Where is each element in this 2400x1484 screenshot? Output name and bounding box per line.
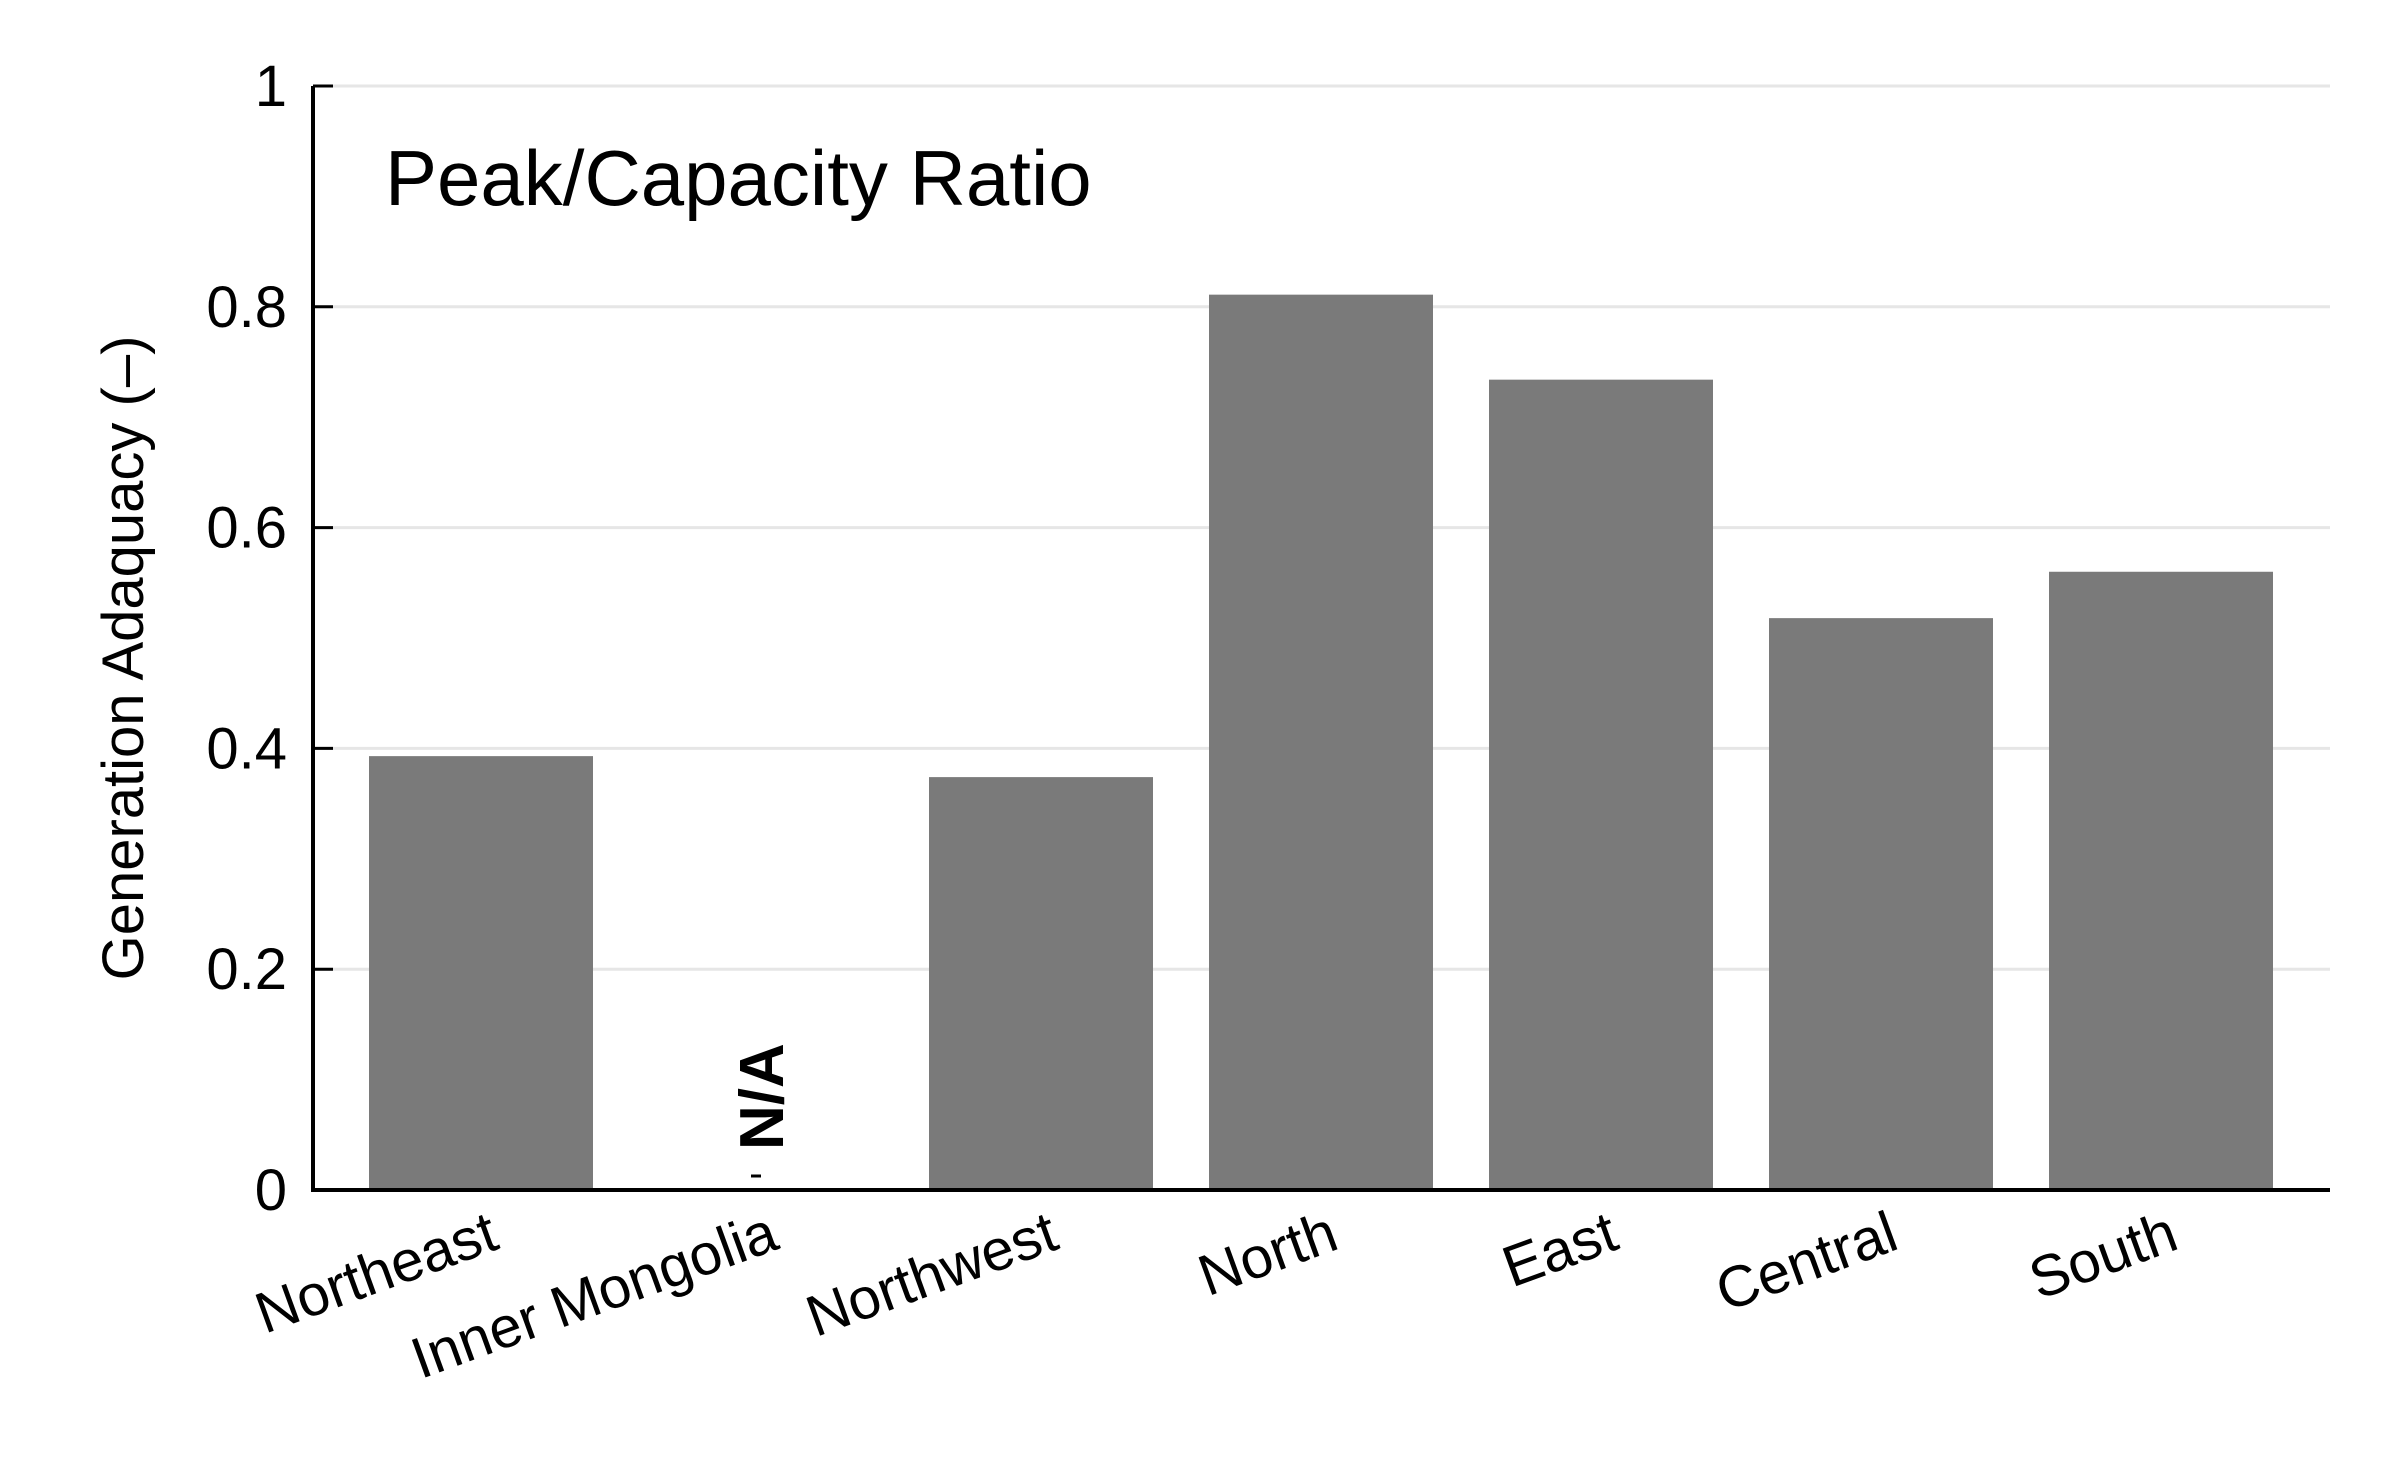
- x-tick-label-north: North: [1190, 1199, 1346, 1309]
- axes: [311, 84, 2330, 1192]
- y-tick-label-0: 0: [255, 1158, 287, 1223]
- missing-value-label: N/A: [728, 1043, 797, 1150]
- bar-northwest: [929, 777, 1153, 1190]
- y-tick-label-3: 0.6: [206, 496, 287, 561]
- x-tick-label-east: East: [1494, 1199, 1625, 1300]
- bars: [369, 294, 2273, 1190]
- chart-annotation: Peak/Capacity Ratio: [385, 134, 1092, 222]
- y-tick-label-5: 1: [255, 54, 287, 119]
- bar-south: [2049, 571, 2273, 1190]
- y-axis-title: Generation Adaquacy (–): [91, 336, 156, 981]
- bar-central: [1769, 618, 1993, 1190]
- bar-east: [1489, 379, 1713, 1190]
- bar-northeast: [369, 756, 593, 1190]
- y-tick-label-1: 0.2: [206, 937, 287, 1002]
- x-tick-label-central: Central: [1708, 1199, 1906, 1324]
- y-tick-label-4: 0.8: [206, 275, 287, 340]
- y-tick-label-2: 0.4: [206, 716, 287, 781]
- x-tick-label-northwest: Northwest: [798, 1199, 1066, 1349]
- x-tick-label-south: South: [2021, 1199, 2186, 1312]
- bar-north: [1209, 294, 1433, 1190]
